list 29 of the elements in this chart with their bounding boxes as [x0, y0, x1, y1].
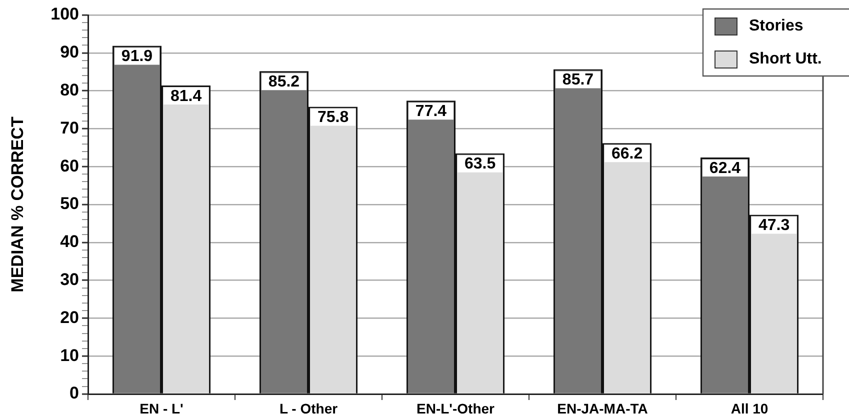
data-label: 62.4 — [709, 160, 741, 177]
x-tick-label: L - Other — [279, 400, 338, 416]
y-tick-label: 70 — [60, 118, 79, 138]
y-tick-label: 0 — [70, 384, 79, 403]
y-axis-title: MEDIAN % CORRECT — [8, 116, 27, 292]
data-label: 66.2 — [611, 146, 643, 163]
y-tick-label: 100 — [50, 4, 79, 24]
y-tick-label: 60 — [60, 156, 79, 176]
y-tick-label: 10 — [60, 346, 79, 365]
data-label: 91.9 — [121, 48, 153, 66]
x-tick-label: All 10 — [730, 400, 768, 416]
y-tick-label: 80 — [60, 80, 79, 100]
y-tick-label: 40 — [60, 232, 79, 252]
y-tick-label: 90 — [60, 42, 79, 62]
x-tick-label: EN-L'-Other — [416, 400, 496, 416]
x-tick-label: EN-JA-MA-TA — [557, 400, 648, 416]
y-tick-label: 50 — [60, 194, 79, 214]
x-tick-label: EN - L' — [140, 400, 184, 416]
y-tick-label: 20 — [60, 308, 79, 327]
data-label: 63.5 — [464, 156, 496, 173]
data-label: 85.7 — [562, 72, 594, 89]
data-label: 77.4 — [415, 103, 447, 120]
data-label: 75.8 — [317, 109, 349, 126]
data-label: 85.2 — [268, 74, 300, 90]
data-label: 47.3 — [758, 217, 790, 234]
y-tick-label: 30 — [60, 270, 79, 289]
data-label: 81.4 — [170, 88, 202, 105]
legend-label: Short Utt. — [749, 50, 822, 68]
legend-label: Stories — [749, 17, 804, 34]
